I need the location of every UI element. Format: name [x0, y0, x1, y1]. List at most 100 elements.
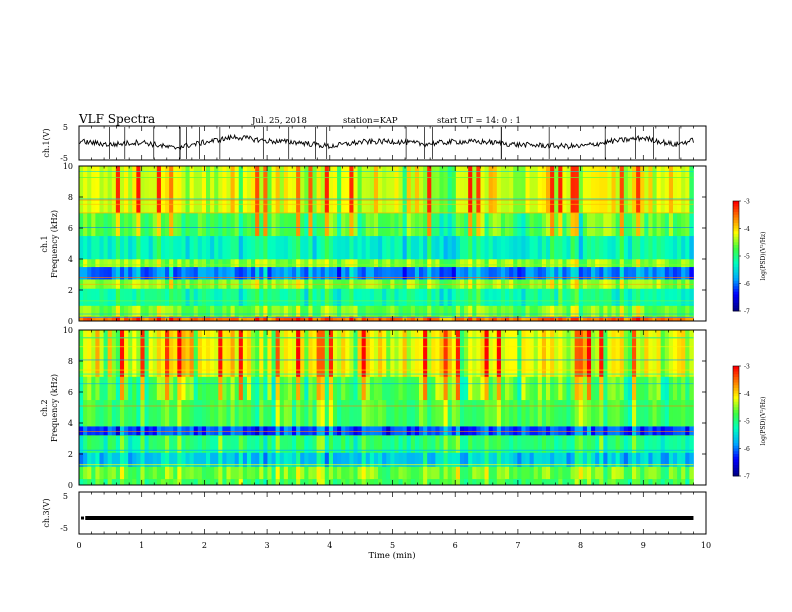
spectrogram-cell	[337, 235, 342, 260]
spectrogram-cell	[562, 235, 567, 260]
spectrogram-cell	[529, 376, 535, 401]
spectrogram-cell	[189, 466, 195, 480]
spectrogram-cell	[332, 316, 338, 322]
spectrogram-cell	[443, 288, 449, 306]
spectrogram-cell	[119, 259, 125, 268]
spectrogram-cell	[447, 330, 453, 377]
spectrogram-cell	[148, 478, 154, 486]
spectrogram-cell	[160, 235, 166, 260]
spectrogram-cell	[488, 235, 494, 260]
spectrogram-cell	[95, 316, 100, 322]
spectrogram-cell	[136, 376, 141, 401]
spectrogram-cell	[320, 305, 326, 317]
spectrogram-cell	[648, 376, 653, 401]
spectrogram-cell	[496, 452, 502, 467]
spectrogram-cell	[480, 166, 485, 213]
spectrogram-cell	[619, 166, 625, 213]
spectrogram-cell	[439, 399, 444, 427]
spectrogram-cell	[439, 478, 444, 486]
spectrogram-cell	[472, 426, 477, 436]
spectrogram-cell	[234, 435, 240, 453]
spectrogram-cell	[128, 376, 133, 401]
spectrogram-cell	[410, 330, 416, 377]
spectrogram-cell	[296, 266, 301, 280]
spectrogram-cell	[275, 452, 281, 467]
spectrogram-cell	[455, 452, 461, 467]
spectrogram-cell	[283, 478, 289, 486]
spectrogram-cell	[148, 212, 154, 237]
spectrogram-cell	[615, 288, 621, 306]
spectrogram-cell	[386, 212, 391, 237]
spectrogram-cell	[222, 266, 227, 280]
spectrogram-cell	[169, 259, 174, 268]
spectrogram-cell	[308, 266, 313, 280]
spectrogram-cell	[332, 466, 338, 480]
spectrogram-cell	[296, 466, 301, 480]
spectrogram-cell	[480, 330, 485, 377]
spectrogram-cell	[197, 478, 203, 486]
spectrogram-cell	[484, 235, 490, 260]
spectrogram-cell	[394, 266, 399, 280]
colorbar-swatch	[733, 412, 739, 416]
spectrogram-cell	[115, 166, 121, 213]
spectrogram-cell	[210, 478, 215, 486]
spectrogram-cell	[83, 399, 88, 427]
spectrogram-cell	[664, 266, 670, 280]
spectrogram-ytick-label: 2	[68, 450, 73, 459]
spectrogram-cell	[603, 435, 608, 453]
spectrogram-cell	[595, 376, 600, 401]
spectrogram-cell	[382, 259, 387, 268]
spectrogram-cell	[271, 376, 277, 401]
spectrogram-cell	[308, 426, 313, 436]
spectrogram-cell	[242, 330, 248, 377]
spectrogram-cell	[677, 399, 682, 427]
spectrogram-cell	[152, 316, 158, 322]
spectrogram-cell	[533, 435, 539, 453]
spectrogram-cell	[169, 330, 174, 377]
spectrogram-cell	[431, 478, 436, 486]
spectrogram-cell	[128, 452, 133, 467]
spectrogram-cell	[287, 305, 293, 317]
spectrogram-cell	[369, 478, 375, 486]
spectrogram-cell	[607, 376, 612, 401]
spectrogram-cell	[255, 376, 260, 401]
spectrogram-cell	[611, 266, 617, 280]
spectrogram-cell	[640, 305, 645, 317]
spectrogram-cell	[357, 466, 363, 480]
spectrogram-cell	[238, 288, 244, 306]
spectrogram-cell	[255, 466, 260, 480]
spectrogram-cell	[582, 316, 588, 322]
spectrogram-cell	[148, 266, 154, 280]
spectrogram-cell	[242, 288, 248, 306]
spectrogram-cell	[267, 478, 272, 486]
spectrogram-cell	[341, 435, 346, 453]
spectrogram-cell	[505, 466, 510, 480]
spectrogram-cell	[566, 435, 571, 453]
spectrogram-cell	[320, 478, 326, 486]
spectrogram-cell	[144, 288, 150, 306]
spectrogram-cell	[324, 305, 330, 317]
spectrogram-cell	[550, 426, 555, 436]
spectrogram-cell	[595, 452, 600, 467]
spectrogram-cell	[652, 478, 657, 486]
spectrogram-cell	[435, 316, 440, 322]
spectrogram-cell	[492, 376, 498, 401]
spectrogram-cell	[644, 259, 649, 268]
spectrogram-cell	[595, 399, 600, 427]
colorbar-swatch	[733, 382, 739, 386]
spectrogram-cell	[173, 426, 178, 436]
spectrogram-cell	[570, 435, 576, 453]
spectrogram-cell	[357, 330, 363, 377]
spectrogram-cell	[292, 426, 297, 436]
spectrogram-cell	[398, 235, 404, 260]
spectrogram-cell	[103, 330, 109, 377]
spectrogram-cell	[136, 316, 141, 322]
spectrogram-cell	[570, 452, 576, 467]
spectrogram-cell	[488, 399, 494, 427]
spectrogram-cell	[541, 259, 547, 268]
spectrogram-cell	[296, 376, 301, 401]
spectrogram-cell	[140, 435, 145, 453]
spectrogram-cell	[365, 316, 371, 322]
ch2-spectrogram-image	[79, 330, 706, 486]
spectrogram-cell	[427, 316, 432, 322]
